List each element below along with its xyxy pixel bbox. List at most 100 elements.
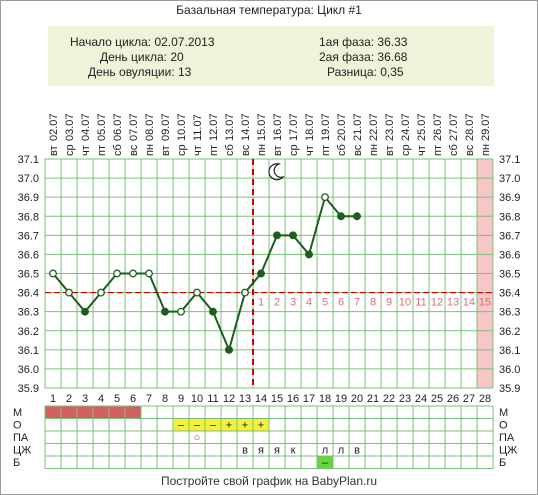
y-tick-label-right: 36.6	[499, 249, 520, 261]
cervix-mark: –	[194, 420, 201, 432]
y-tick-label-left: 37.1	[18, 154, 39, 166]
mucus-mark: к	[291, 445, 296, 457]
weekday-label: ср	[400, 144, 412, 156]
weekday-label: вс	[352, 144, 364, 156]
date-label: 08.07	[144, 113, 156, 141]
cervix-cell	[237, 418, 253, 431]
x-tick-label: 3	[82, 393, 88, 405]
x-tick-label: 1	[50, 393, 56, 405]
weekday-label: сб	[112, 144, 124, 156]
cycle-summary-panel: Начало цикла: 02.07.2013 День цикла: 20 …	[48, 26, 494, 86]
weekday-label: чт	[80, 145, 92, 156]
phase2-day-number: 2	[274, 297, 280, 309]
phase2-day-number: 5	[322, 297, 328, 309]
weekday-label: вт	[384, 145, 396, 156]
date-label: 29.07	[480, 113, 492, 141]
weekday-label: вт	[160, 145, 172, 156]
mucus-mark: в	[242, 445, 248, 457]
date-label: 06.07	[112, 113, 124, 141]
x-tick-label: 16	[287, 393, 299, 405]
x-tick-label: 26	[447, 393, 459, 405]
temperature-point	[209, 307, 217, 316]
y-tick-label-left: 36.2	[18, 326, 39, 338]
x-tick-label: 25	[431, 393, 443, 405]
cervix-cell	[173, 418, 189, 431]
date-label: 03.07	[64, 113, 76, 141]
mucus-mark: я	[258, 445, 264, 457]
phase1-text: 1ая фаза: 36.33	[319, 35, 408, 49]
x-tick-label: 10	[191, 393, 203, 405]
cervix-cell	[189, 418, 205, 431]
x-tick-label: 21	[367, 393, 379, 405]
y-tick-label-left: 36.6	[18, 249, 39, 261]
temperature-point	[81, 307, 89, 316]
date-label: 13.07	[224, 113, 236, 141]
x-tick-label: 12	[223, 393, 235, 405]
weekday-label: вс	[464, 144, 476, 156]
x-tick-label: 4	[98, 393, 104, 405]
temperature-point	[193, 288, 201, 297]
chart-title: Базальная температура: Цикл #1	[176, 3, 362, 17]
weekday-label: ср	[64, 144, 76, 156]
date-label: 14.07	[240, 113, 252, 141]
date-label: 04.07	[80, 113, 92, 141]
phase2-day-number: 10	[399, 297, 411, 309]
y-tick-label-right: 36.2	[499, 326, 520, 338]
weekday-label: ср	[288, 144, 300, 156]
x-tick-label: 7	[146, 393, 152, 405]
menses-cell	[77, 406, 93, 419]
phase2-text: 2ая фаза: 36.68	[319, 50, 408, 64]
mucus-mark: в	[354, 445, 360, 457]
y-tick-label-left: 36.8	[18, 211, 39, 223]
temperature-point	[177, 307, 185, 316]
temperature-point	[97, 288, 105, 297]
menses-cell	[45, 406, 61, 419]
mucus-mark: я	[274, 445, 280, 457]
weekday-label: ср	[176, 144, 188, 156]
table-row-label-right: Б	[499, 457, 506, 469]
x-tick-label: 22	[383, 393, 395, 405]
mucus-mark: л	[322, 445, 328, 457]
temperature-point	[225, 345, 233, 354]
date-label: 22.07	[368, 113, 380, 141]
menses-cell	[61, 406, 77, 419]
y-tick-label-right: 36.3	[499, 307, 520, 319]
phase2-day-number: 9	[386, 297, 392, 309]
x-tick-label: 19	[335, 393, 347, 405]
temperature-point	[289, 231, 297, 240]
cervix-cell	[205, 418, 221, 431]
phase2-day-number: 3	[290, 297, 296, 309]
mucus-mark: л	[338, 445, 344, 457]
x-tick-label: 6	[130, 393, 136, 405]
x-tick-label: 18	[319, 393, 331, 405]
table-row-label-left: ПА	[13, 432, 29, 444]
table-row-label-left: О	[13, 420, 22, 432]
weekday-label: пт	[320, 145, 332, 156]
weekday-label: вс	[240, 144, 252, 156]
y-tick-label-right: 36.7	[499, 230, 520, 242]
date-label: 10.07	[176, 113, 188, 141]
table-row-label-right: О	[499, 420, 508, 432]
phase2-day-number: 7	[354, 297, 360, 309]
weekday-label: вт	[272, 145, 284, 156]
date-label: 02.07	[48, 113, 60, 141]
weekday-label: чт	[304, 145, 316, 156]
x-tick-label: 24	[415, 393, 427, 405]
y-tick-label-right: 36.0	[499, 364, 520, 376]
temperature-point	[145, 269, 153, 278]
phase2-day-number: 4	[306, 297, 312, 309]
table-row-label-right: ЦЖ	[499, 445, 517, 457]
weekday-label: сб	[224, 144, 236, 156]
weekday-label: пн	[368, 144, 380, 156]
y-tick-label-left: 36.5	[18, 269, 39, 281]
y-tick-label-right: 35.9	[499, 383, 520, 395]
weekday-label: пн	[144, 144, 156, 156]
footer-link[interactable]: Постройте свой график на BabyPlan.ru	[160, 474, 378, 488]
x-tick-label: 23	[399, 393, 411, 405]
table-row-label-left: Б	[13, 457, 20, 469]
temperature-point	[305, 250, 313, 259]
table-row-label-right: ПА	[499, 432, 515, 444]
table-row-label-left: ЦЖ	[13, 445, 31, 457]
y-tick-label-left: 36.4	[18, 288, 39, 300]
temperature-point	[129, 269, 137, 278]
